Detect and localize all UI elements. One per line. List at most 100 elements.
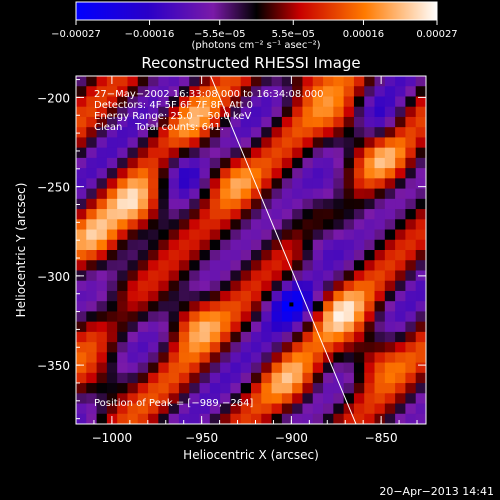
- heatmap-cell: [251, 362, 262, 374]
- heatmap-cell: [220, 209, 232, 220]
- heatmap-cell: [168, 270, 180, 282]
- heatmap-cell: [302, 342, 314, 353]
- heatmap-cell: [189, 147, 201, 159]
- heatmap-cell: [148, 137, 159, 149]
- heatmap-cell: [137, 301, 149, 313]
- heatmap-cell: [353, 352, 365, 364]
- heatmap-cell: [168, 127, 180, 139]
- heatmap-cell: [209, 209, 221, 220]
- heatmap-cell: [312, 250, 324, 261]
- heatmap-cell: [302, 147, 314, 159]
- heatmap-cell: [240, 301, 252, 313]
- heatmap-cell: [281, 342, 293, 353]
- heatmap-cell: [199, 250, 211, 261]
- heatmap-cell: [302, 157, 314, 169]
- heatmap-cell: [158, 270, 170, 282]
- heatmap-cell: [106, 290, 118, 302]
- heatmap-cell: [230, 362, 242, 374]
- heatmap-cell: [374, 147, 386, 159]
- heatmap-cell: [86, 413, 98, 424]
- heatmap-cell: [312, 229, 324, 241]
- colorbar-tick-label: −0.00016: [125, 29, 175, 40]
- heatmap-cell: [384, 76, 396, 87]
- heatmap-cell: [333, 362, 345, 374]
- heatmap-cell: [333, 96, 345, 108]
- heatmap-cell: [199, 280, 211, 292]
- heatmap-cell: [374, 229, 386, 241]
- heatmap-cell: [261, 372, 273, 384]
- heatmap-cell: [96, 106, 108, 118]
- heatmap-cell: [405, 106, 417, 118]
- heatmap-cell: [230, 383, 242, 394]
- heatmap-cell: [364, 383, 376, 394]
- heatmap-cell: [251, 393, 262, 405]
- heatmap-cell: [302, 403, 314, 415]
- heatmap-cell: [374, 362, 386, 374]
- heatmap-cell: [292, 198, 304, 210]
- colorbar-tick-label: −0.00027: [51, 29, 101, 40]
- heatmap-cell: [240, 290, 252, 302]
- heatmap-cell: [343, 96, 355, 108]
- heatmap-cell: [158, 403, 170, 415]
- heatmap-cell: [106, 250, 118, 261]
- heatmap-cell: [168, 290, 180, 302]
- heatmap-cell: [148, 290, 159, 302]
- heatmap-cell: [353, 168, 365, 179]
- heatmap-cell: [281, 362, 293, 374]
- heatmap-cell: [76, 229, 87, 241]
- heatmap-cell: [168, 168, 180, 179]
- heatmap-cell: [395, 331, 407, 343]
- heatmap-cell: [312, 301, 324, 313]
- heatmap-cell: [292, 331, 304, 343]
- heatmap-cell: [374, 96, 386, 108]
- chart-title: Reconstructed RHESSI Image: [141, 54, 360, 72]
- heatmap-cell: [76, 137, 87, 149]
- heatmap-cell: [302, 178, 314, 190]
- heatmap-cell: [333, 86, 345, 98]
- heatmap-cell: [168, 342, 180, 353]
- heatmap-cell: [168, 157, 180, 169]
- heatmap-cell: [209, 352, 221, 364]
- heatmap-cell: [230, 106, 242, 118]
- heatmap-cell: [240, 403, 252, 415]
- heatmap-cell: [189, 311, 201, 323]
- heatmap-cell: [374, 86, 386, 98]
- heatmap-cell: [281, 147, 293, 159]
- heatmap-cell: [374, 290, 386, 302]
- heatmap-cell: [117, 209, 129, 220]
- heatmap-cell: [395, 311, 407, 323]
- heatmap-cell: [178, 116, 190, 128]
- heatmap-cell: [209, 106, 221, 118]
- heatmap-cell: [76, 219, 87, 231]
- heatmap-cell: [323, 393, 334, 405]
- heatmap-cell: [168, 372, 180, 384]
- heatmap-cell: [168, 137, 180, 149]
- heatmap-cell: [168, 331, 180, 343]
- heatmap-cell: [220, 383, 232, 394]
- heatmap-cell: [261, 270, 273, 282]
- heatmap-cell: [209, 342, 221, 353]
- heatmap-cell: [240, 250, 252, 261]
- heatmap-cell: [353, 198, 365, 210]
- heatmap-cell: [76, 86, 87, 98]
- heatmap-cell: [127, 403, 139, 415]
- heatmap-cell: [281, 301, 293, 313]
- heatmap-cell: [343, 116, 355, 128]
- heatmap-cell: [86, 280, 98, 292]
- heatmap-cell: [384, 209, 396, 220]
- heatmap-cell: [168, 301, 180, 313]
- heatmap-cell: [353, 137, 365, 149]
- heatmap-cell: [251, 219, 262, 231]
- heatmap-cell: [405, 352, 417, 364]
- heatmap-cell: [199, 188, 211, 200]
- heatmap-cell: [333, 198, 345, 210]
- heatmap-cell: [374, 403, 386, 415]
- heatmap-cell: [96, 280, 108, 292]
- heatmap-cell: [220, 219, 232, 231]
- heatmap-cell: [96, 157, 108, 169]
- heatmap-cell: [220, 352, 232, 364]
- heatmap-cell: [395, 96, 407, 108]
- heatmap-cell: [127, 147, 139, 159]
- heatmap-cell: [405, 413, 417, 424]
- heatmap-cell: [148, 260, 159, 272]
